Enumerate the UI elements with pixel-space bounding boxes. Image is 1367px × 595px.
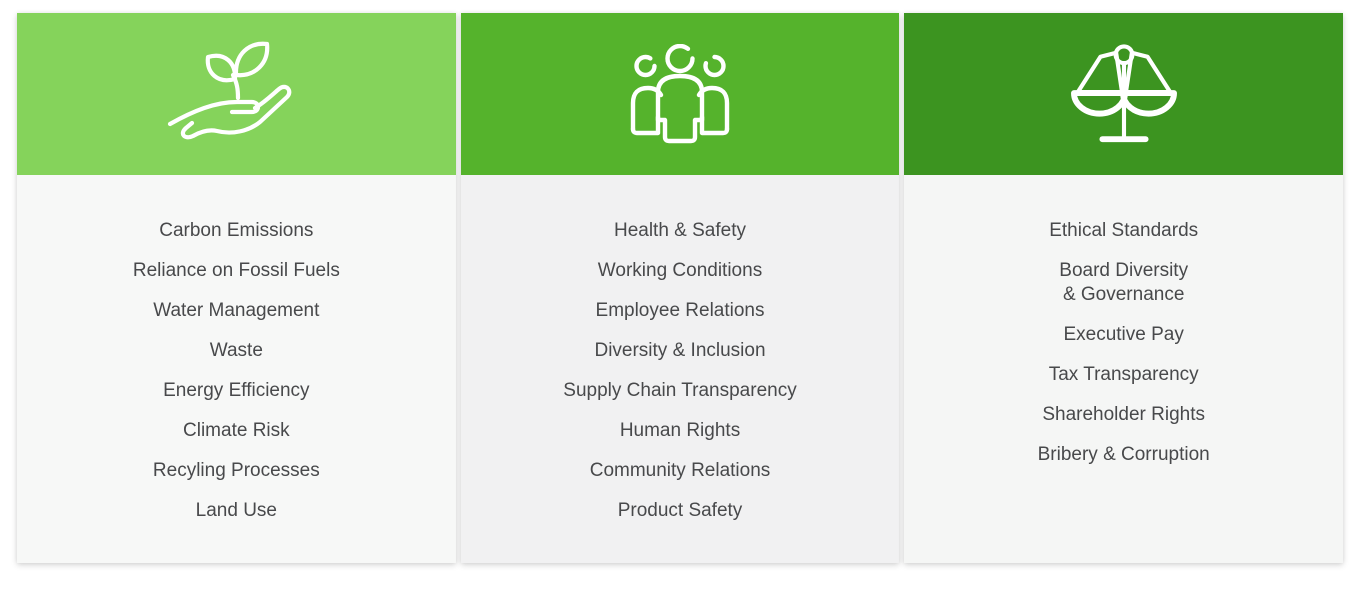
list-item: Product Safety: [617, 500, 743, 521]
list-item: Waste: [209, 340, 263, 361]
list-item: Energy Efficiency: [163, 380, 310, 401]
list-item: Carbon Emissions: [159, 220, 314, 241]
esg-column-environmental: Carbon Emissions Reliance on Fossil Fuels…: [17, 13, 456, 563]
list-item: Bribery & Corruption: [1037, 444, 1210, 465]
list-item: Human Rights: [619, 420, 741, 441]
column-header: [460, 13, 900, 175]
list-item: Reliance on Fossil Fuels: [132, 260, 340, 281]
list-item: Community Relations: [589, 460, 771, 481]
list-item: Ethical Standards: [1049, 220, 1199, 241]
esg-column-social: Health & Safety Working Conditions Employe…: [460, 13, 900, 563]
list-item: Climate Risk: [183, 420, 290, 441]
seedling-in-hand-icon: [161, 38, 311, 150]
column-header: [904, 13, 1344, 175]
esg-board: Carbon Emissions Reliance on Fossil Fuels…: [17, 13, 1344, 563]
list-item: Tax Transparency: [1048, 364, 1199, 385]
column-body: Carbon Emissions Reliance on Fossil Fuels…: [17, 175, 456, 563]
list-item: Working Conditions: [597, 260, 763, 281]
list-item: Supply Chain Transparency: [563, 380, 797, 401]
justice-scales-icon: [1065, 42, 1183, 146]
people-group-icon: [624, 44, 736, 144]
list-item: Executive Pay: [1063, 324, 1184, 345]
list-item: Recyling Processes: [152, 460, 320, 481]
esg-column-governance: Ethical Standards Board Diversity & Gover…: [904, 13, 1344, 563]
list-item: Health & Safety: [613, 220, 747, 241]
list-item: Water Management: [153, 300, 320, 321]
list-item: Diversity & Inclusion: [594, 340, 766, 361]
column-header: [17, 13, 456, 175]
list-item: Board Diversity & Governance: [1059, 260, 1189, 305]
list-item: Employee Relations: [595, 300, 765, 321]
list-item: Shareholder Rights: [1042, 404, 1205, 425]
list-item: Land Use: [195, 500, 277, 521]
column-body: Health & Safety Working Conditions Employe…: [460, 175, 900, 563]
column-body: Ethical Standards Board Diversity & Gover…: [904, 175, 1344, 563]
